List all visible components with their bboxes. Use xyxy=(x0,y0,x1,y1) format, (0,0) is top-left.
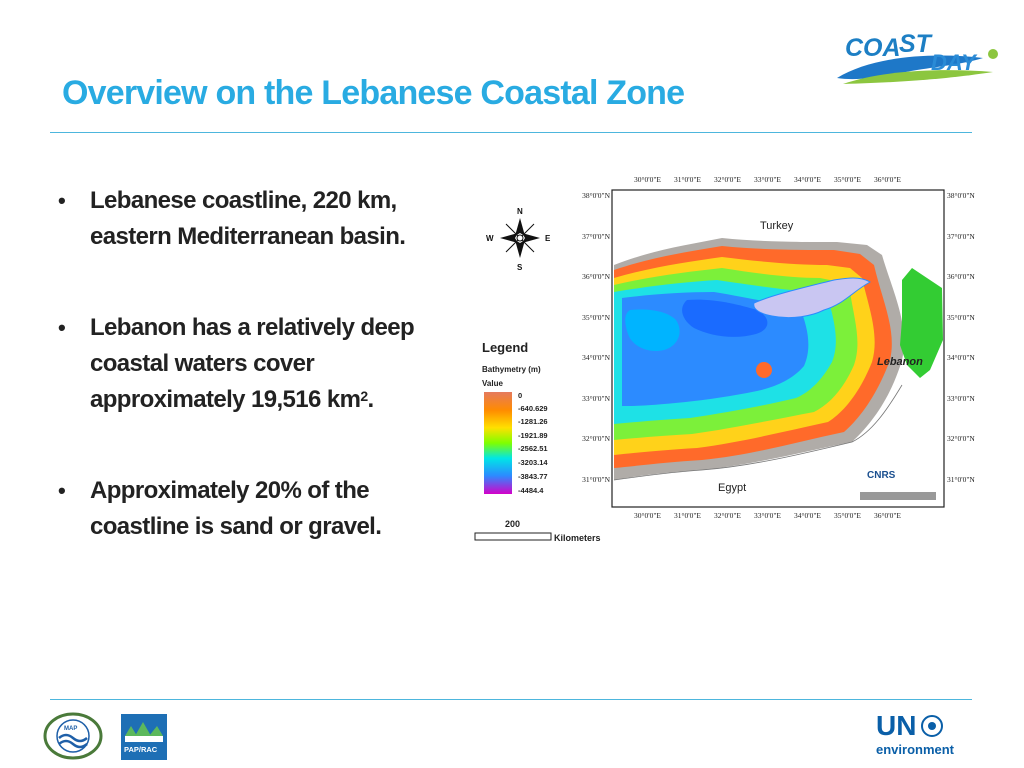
title-divider xyxy=(50,132,972,133)
laurel-icon xyxy=(43,712,103,760)
scale-value: 200 xyxy=(505,519,520,529)
svg-text:DAY: DAY xyxy=(931,50,978,75)
legend-color-ramp xyxy=(484,392,512,494)
footer-divider xyxy=(50,699,972,700)
legend-value: -4484.4 xyxy=(518,486,544,495)
lat-label-left: 38°0'0"N xyxy=(582,191,610,200)
lat-label-right: 38°0'0"N xyxy=(947,191,975,200)
un-emblem-icon xyxy=(921,715,944,737)
lebanon-label: Lebanon xyxy=(877,356,923,368)
wave-icon xyxy=(58,733,88,743)
wave-icon xyxy=(837,55,983,80)
abyssal-basin xyxy=(682,299,768,337)
lat-label-left: 32°0'0"N xyxy=(582,434,610,443)
bullet-item: • Lebanon has a relatively deep coastal … xyxy=(58,310,478,418)
lon-label-top: 35°0'0"E xyxy=(834,175,861,184)
compass-n: N xyxy=(517,207,523,216)
scale-unit: Kilometers xyxy=(554,533,601,543)
lon-label-top: 36°0'0"E xyxy=(874,175,901,184)
environment-wordmark: environment xyxy=(876,742,955,757)
lon-label-bottom: 32°0'0"E xyxy=(714,511,741,520)
un-environment-logo: UN environment xyxy=(876,712,964,762)
bullet-item: • Approximately 20% of the coastline is … xyxy=(58,473,478,545)
lat-label-left: 37°0'0"N xyxy=(582,232,610,241)
lat-label-left: 33°0'0"N xyxy=(582,394,610,403)
bullet-item: • Lebanese coastline, 220 km, eastern Me… xyxy=(58,183,478,255)
lon-label-top: 31°0'0"E xyxy=(674,175,701,184)
legend-subtitle: Bathymetry (m) xyxy=(482,365,541,374)
compass-rose-icon: N S W E xyxy=(486,207,551,272)
lat-label-right: 37°0'0"N xyxy=(947,232,975,241)
map-logo: MAP xyxy=(43,712,103,760)
bullet-list: • Lebanese coastline, 220 km, eastern Me… xyxy=(58,183,478,600)
compass-w: W xyxy=(486,234,494,243)
lon-label-bottom: 35°0'0"E xyxy=(834,511,861,520)
seamount xyxy=(756,362,772,378)
lon-label-bottom: 36°0'0"E xyxy=(874,511,901,520)
legend-value: -640.629 xyxy=(518,404,548,413)
lon-label-bottom: 31°0'0"E xyxy=(674,511,701,520)
lon-label-bottom: 33°0'0"E xyxy=(754,511,781,520)
map-logo-text: MAP xyxy=(64,726,77,732)
legend-value-label: Value xyxy=(482,379,503,388)
turkey-land xyxy=(613,191,943,262)
bullet-dot: • xyxy=(58,478,66,503)
coastday-wordmark: COA ST DAY xyxy=(845,30,978,75)
un-wordmark: UN xyxy=(876,710,917,741)
cyprus-island xyxy=(753,277,871,319)
lon-label-top: 30°0'0"E xyxy=(634,175,661,184)
slide-title: Overview on the Lebanese Coastal Zone xyxy=(62,74,685,112)
legend-value: -3843.77 xyxy=(518,472,548,481)
turkey-label: Turkey xyxy=(760,220,794,232)
abyssal-pocket xyxy=(625,309,680,352)
source-label: CNRS xyxy=(867,470,896,481)
scale-bar xyxy=(474,532,552,541)
lat-label-left: 36°0'0"N xyxy=(582,272,610,281)
lat-label-right: 31°0'0"N xyxy=(947,475,975,484)
legend-title: Legend xyxy=(482,340,528,355)
lat-label-left: 34°0'0"N xyxy=(582,353,610,362)
lat-label-right: 33°0'0"N xyxy=(947,394,975,403)
bullet-dot: • xyxy=(58,188,66,213)
bullet-text: Lebanon has a relatively deep coastal wa… xyxy=(90,314,415,413)
legend-value: 0 xyxy=(518,391,522,400)
legend-value: -1281.26 xyxy=(518,417,548,426)
lon-label-bottom: 34°0'0"E xyxy=(794,511,821,520)
svg-text:COA: COA xyxy=(845,34,901,62)
egypt-label: Egypt xyxy=(718,482,746,494)
lat-label-left: 31°0'0"N xyxy=(582,475,610,484)
compass-e: E xyxy=(545,234,551,243)
bullet-text: Lebanese coastline, 220 km, eastern Medi… xyxy=(90,187,406,250)
pap-rac-logo: PAP/RAC xyxy=(121,714,167,760)
legend-value: -1921.89 xyxy=(518,431,548,440)
coastline xyxy=(613,384,903,481)
lon-label-top: 32°0'0"E xyxy=(714,175,741,184)
lat-label-left: 35°0'0"N xyxy=(582,313,610,322)
lon-label-top: 34°0'0"E xyxy=(794,175,821,184)
lat-label-right: 36°0'0"N xyxy=(947,272,975,281)
lat-label-right: 34°0'0"N xyxy=(947,353,975,362)
lon-label-top: 33°0'0"E xyxy=(754,175,781,184)
pap-rac-label: PAP/RAC xyxy=(124,745,158,754)
egypt-land xyxy=(614,385,943,506)
lat-label-right: 32°0'0"N xyxy=(947,434,975,443)
legend-value: -2562.51 xyxy=(518,444,548,453)
bullet-dot: • xyxy=(58,315,66,340)
coastday-logo: COA ST DAY xyxy=(837,30,998,84)
lon-label-bottom: 30°0'0"E xyxy=(634,511,661,520)
bullet-text: Approximately 20% of the coastline is sa… xyxy=(90,477,382,540)
bathymetry-map: Turkey Egypt Lebanon CNRS 30°0'0"E 31°0'… xyxy=(474,175,975,543)
svg-text:ST: ST xyxy=(899,30,934,58)
lebanon-land xyxy=(900,268,943,378)
lat-label-right: 35°0'0"N xyxy=(947,313,975,322)
compass-s: S xyxy=(517,263,523,272)
legend-value: -3203.14 xyxy=(518,458,548,467)
source-credit-bar xyxy=(860,492,936,500)
